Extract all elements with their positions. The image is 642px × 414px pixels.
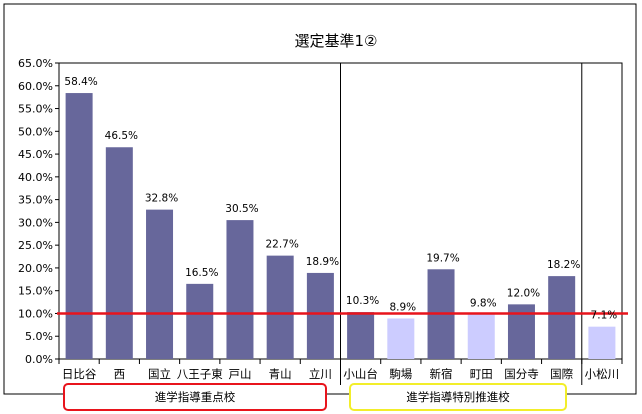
bar-0 — [65, 93, 93, 359]
category-label: 新宿 — [430, 367, 453, 381]
data-label: 10.3% — [346, 295, 379, 307]
y-tick-label: 5.0% — [25, 330, 53, 343]
category-label: 小松川 — [585, 367, 620, 381]
bar-8 — [387, 318, 415, 359]
group-label: 進学指導重点校 — [155, 390, 236, 404]
data-label: 18.9% — [306, 256, 339, 268]
bar-7 — [347, 312, 375, 359]
bar-4 — [226, 220, 254, 359]
y-tick-label: 35.0% — [18, 194, 53, 207]
y-tick-label: 20.0% — [18, 262, 53, 275]
bar-6 — [306, 272, 334, 359]
data-label: 16.5% — [185, 267, 218, 279]
category-label: 八王子東 — [177, 367, 223, 381]
category-label: 西 — [114, 367, 126, 381]
data-label: 8.9% — [389, 301, 416, 313]
data-label: 7.1% — [591, 310, 618, 322]
y-tick-label: 40.0% — [18, 171, 53, 184]
category-label: 小山台 — [343, 367, 378, 381]
bar-10 — [467, 314, 495, 359]
y-tick-label: 15.0% — [18, 285, 53, 298]
group-label: 進学指導特別推進校 — [406, 390, 510, 404]
bar-1 — [105, 147, 133, 359]
y-tick-label: 65.0% — [18, 57, 53, 70]
y-tick-label: 45.0% — [18, 148, 53, 161]
data-label: 18.2% — [547, 259, 580, 271]
data-label: 58.4% — [64, 76, 97, 88]
data-label: 22.7% — [265, 239, 298, 251]
group-box-0 — [63, 383, 327, 411]
category-label: 駒場 — [389, 367, 412, 381]
category-label: 立川 — [309, 367, 332, 381]
data-label: 9.8% — [470, 297, 497, 309]
category-label: 町田 — [470, 367, 493, 381]
y-tick-label: 55.0% — [18, 103, 53, 116]
data-label: 30.5% — [225, 203, 258, 215]
y-tick-label: 0.0% — [25, 353, 53, 366]
category-label: 国分寺 — [504, 367, 539, 381]
bar-13 — [588, 326, 616, 359]
category-label: 国際 — [550, 367, 573, 381]
category-label: 国立 — [148, 367, 171, 381]
bar-2 — [146, 209, 174, 359]
y-tick-label: 10.0% — [18, 307, 53, 320]
y-tick-label: 50.0% — [18, 125, 53, 138]
category-label: 戸山 — [228, 367, 251, 381]
bar-5 — [266, 255, 294, 359]
category-label: 日比谷 — [62, 367, 97, 381]
y-tick-label: 25.0% — [18, 239, 53, 252]
bar-3 — [186, 283, 214, 359]
bar-12 — [548, 276, 576, 359]
data-label: 32.8% — [145, 193, 178, 205]
chart-title: 選定基準1② — [295, 32, 378, 50]
y-tick-label: 60.0% — [18, 80, 53, 93]
data-label: 19.7% — [426, 252, 459, 264]
data-label: 46.5% — [105, 130, 138, 142]
group-box-1 — [349, 383, 567, 411]
y-tick-label: 30.0% — [18, 216, 53, 229]
data-label: 12.0% — [507, 287, 540, 299]
category-label: 青山 — [269, 367, 292, 381]
